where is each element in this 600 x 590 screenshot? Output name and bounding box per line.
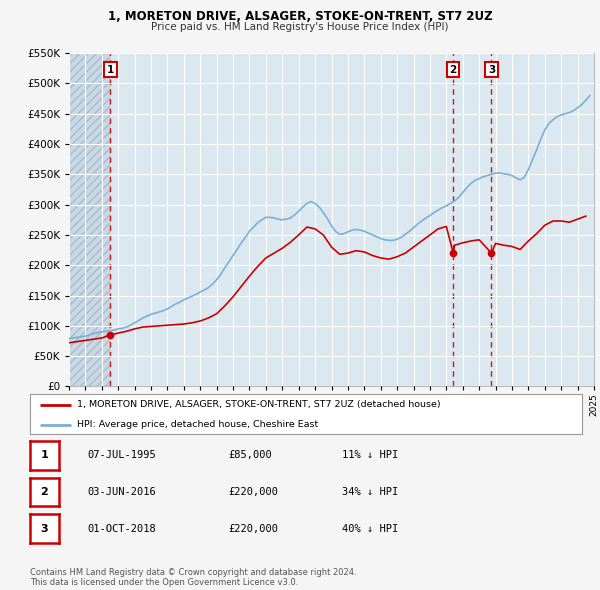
Text: 1: 1 [107,65,114,75]
Text: 07-JUL-1995: 07-JUL-1995 [87,451,156,460]
Text: HPI: Average price, detached house, Cheshire East: HPI: Average price, detached house, Ches… [77,420,318,430]
Text: 01-OCT-2018: 01-OCT-2018 [87,524,156,533]
Text: 1: 1 [41,451,48,460]
Text: 40% ↓ HPI: 40% ↓ HPI [342,524,398,533]
Text: 1, MORETON DRIVE, ALSAGER, STOKE-ON-TRENT, ST7 2UZ (detached house): 1, MORETON DRIVE, ALSAGER, STOKE-ON-TREN… [77,400,440,409]
Text: 3: 3 [41,524,48,533]
Text: Contains HM Land Registry data © Crown copyright and database right 2024.
This d: Contains HM Land Registry data © Crown c… [30,568,356,587]
Text: Price paid vs. HM Land Registry's House Price Index (HPI): Price paid vs. HM Land Registry's House … [151,22,449,32]
Text: £220,000: £220,000 [228,487,278,497]
Bar [69,53,110,386]
Text: £85,000: £85,000 [228,451,272,460]
Text: 03-JUN-2016: 03-JUN-2016 [87,487,156,497]
Text: 34% ↓ HPI: 34% ↓ HPI [342,487,398,497]
Text: 11% ↓ HPI: 11% ↓ HPI [342,451,398,460]
Text: 1, MORETON DRIVE, ALSAGER, STOKE-ON-TRENT, ST7 2UZ: 1, MORETON DRIVE, ALSAGER, STOKE-ON-TREN… [107,10,493,23]
Text: 3: 3 [488,65,495,75]
Text: £220,000: £220,000 [228,524,278,533]
Text: 2: 2 [41,487,48,497]
Text: 2: 2 [449,65,457,75]
